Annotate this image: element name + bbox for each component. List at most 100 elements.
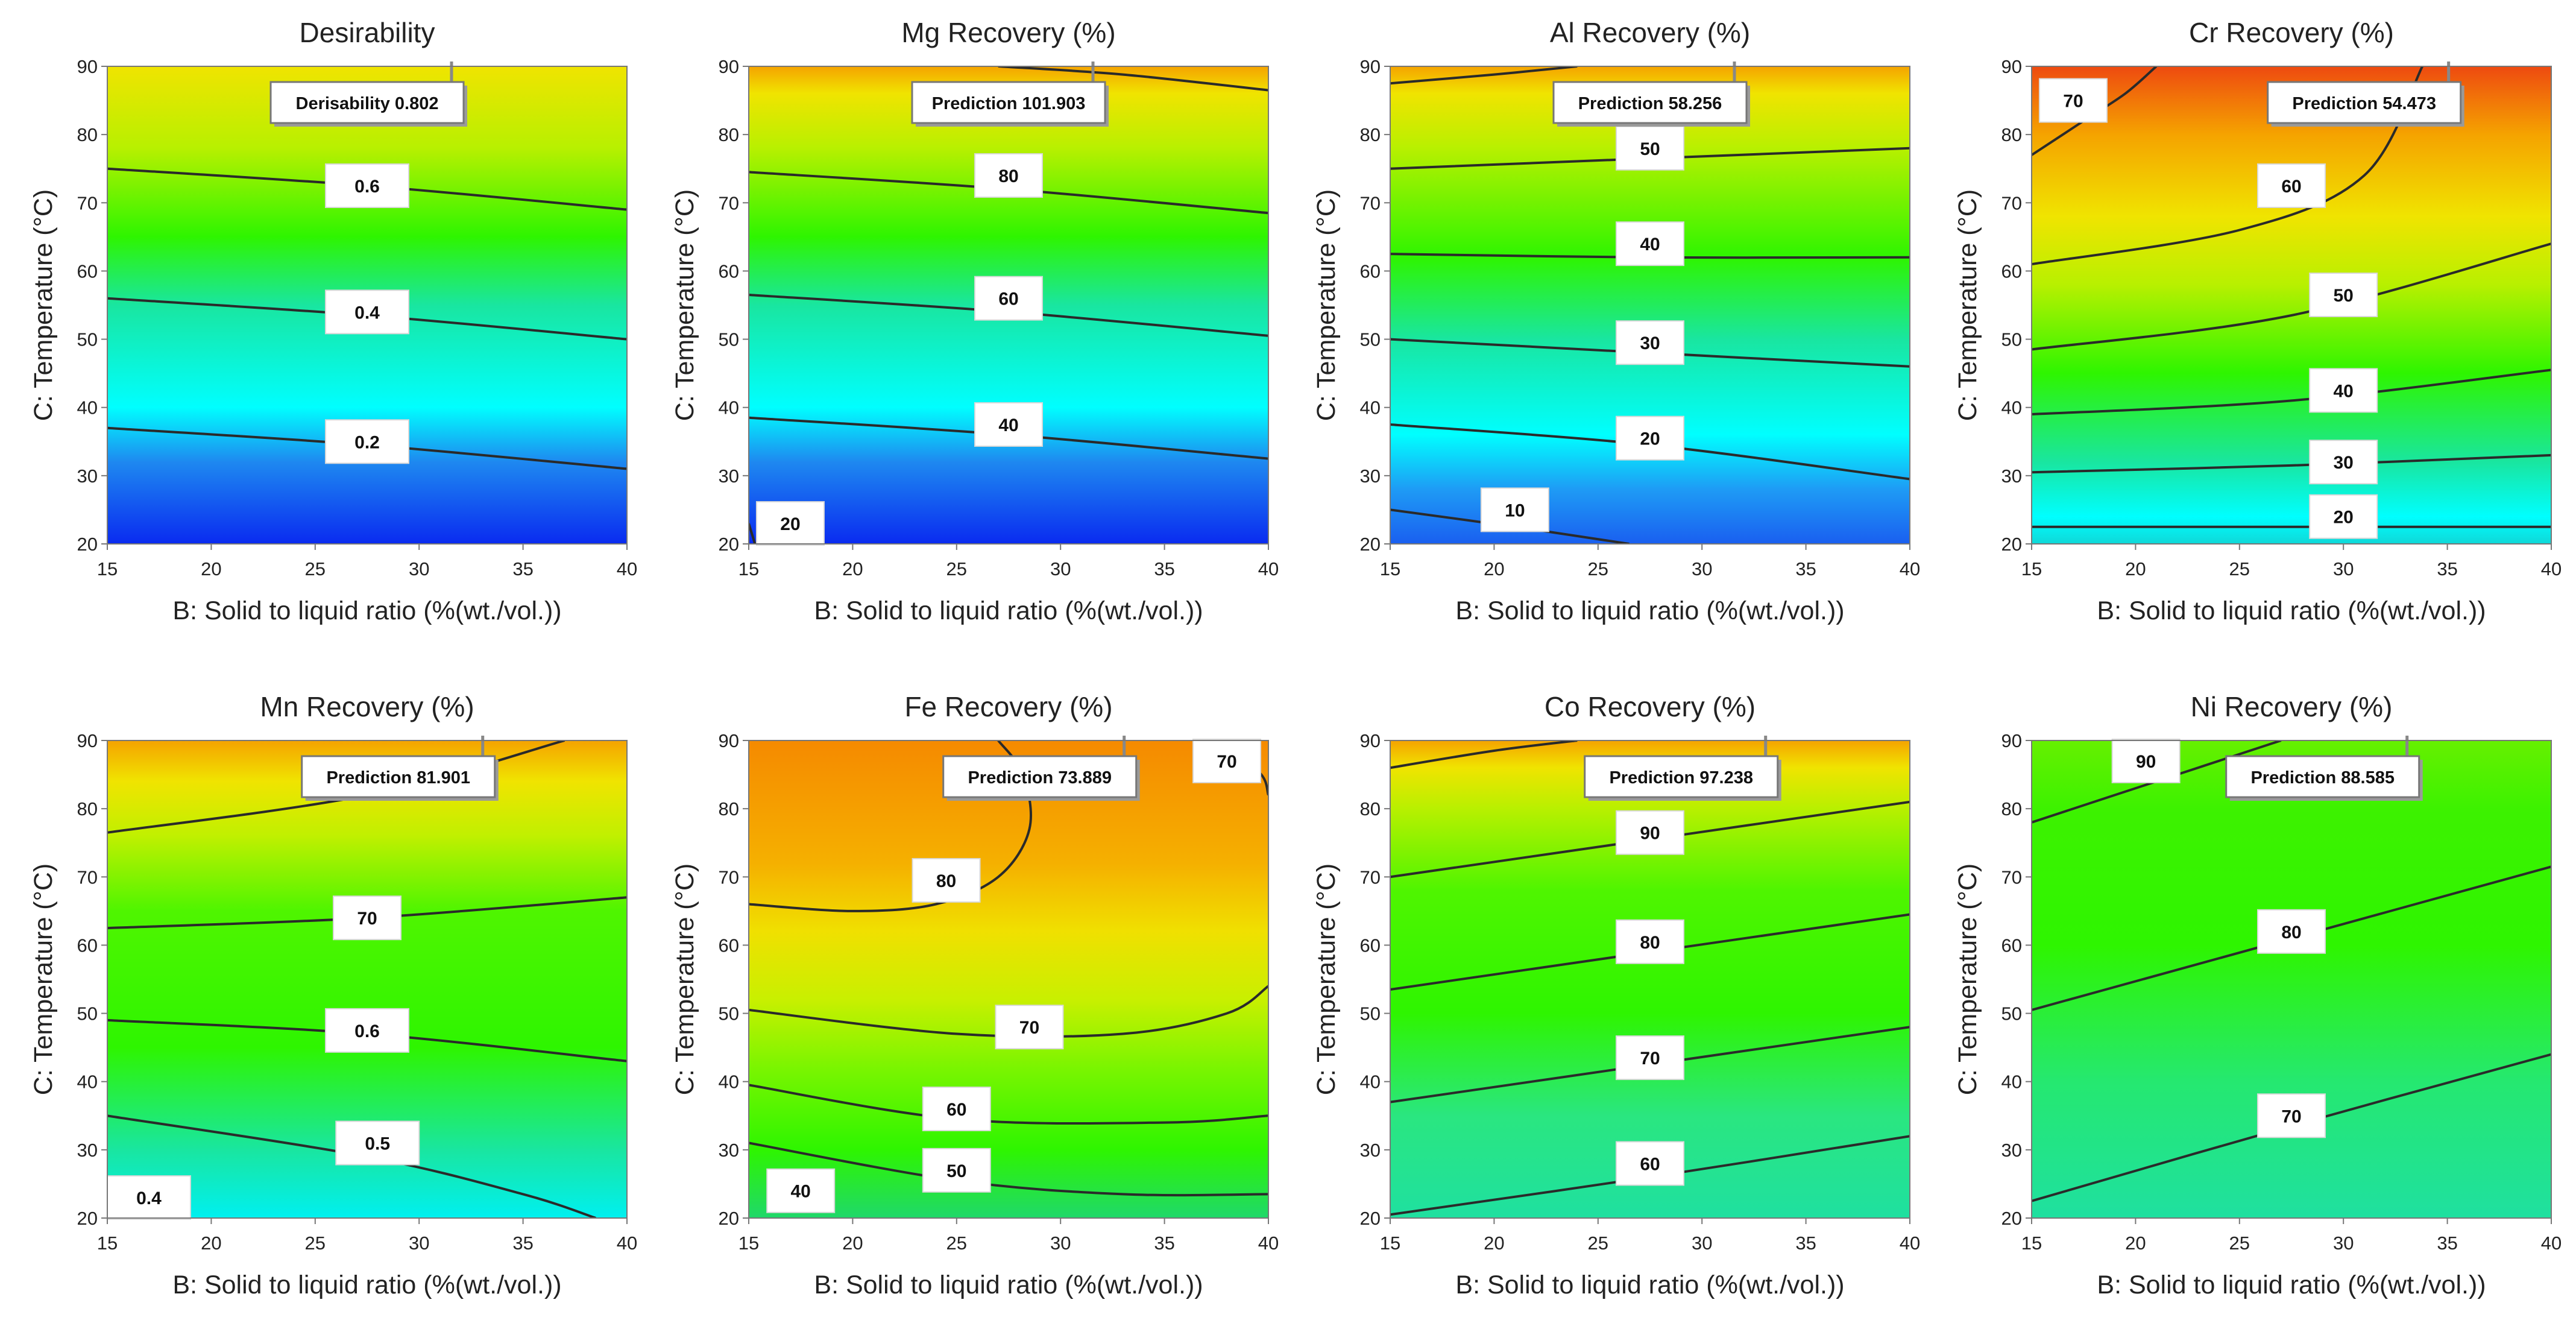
prediction-text: Prediction 81.901 xyxy=(326,768,470,788)
plot-frame xyxy=(748,66,1269,545)
contour-label-20: 20 xyxy=(780,514,800,534)
y-tick-label: 60 xyxy=(2001,935,2022,956)
y-tick-label: 20 xyxy=(2001,1208,2022,1229)
contour-line-unlabeled xyxy=(1390,66,1578,85)
y-axis-label: C: Temperature (°C) xyxy=(1953,189,1982,421)
contour-line-70 xyxy=(749,985,1268,1038)
x-tick-label: 30 xyxy=(1050,558,1071,579)
contour-label-30-box xyxy=(1616,320,1684,365)
x-tick-label: 30 xyxy=(1692,558,1712,579)
plot-frame xyxy=(107,740,628,1219)
prediction-label: Prediction xyxy=(2250,768,2341,788)
y-tick-label: 40 xyxy=(2001,397,2022,418)
x-tick-label: 30 xyxy=(409,1233,429,1254)
y-tick-label: 90 xyxy=(77,56,98,77)
y-tick-label: 90 xyxy=(719,730,739,751)
contour-label-10-box xyxy=(1480,487,1549,532)
x-tick-label: 25 xyxy=(2229,558,2250,579)
contour-label-0.5: 0.5 xyxy=(365,1134,390,1154)
contour-label-40: 40 xyxy=(2334,381,2354,401)
prediction-value: 0.802 xyxy=(395,94,439,113)
y-tick-label: 80 xyxy=(2001,798,2022,819)
x-tick-label: 40 xyxy=(1258,558,1279,579)
y-tick-label: 30 xyxy=(2001,466,2022,487)
prediction-value: 101.903 xyxy=(1022,94,1086,113)
plot-frame xyxy=(1390,740,1910,1219)
x-tick-label: 20 xyxy=(201,558,221,579)
y-tick-label: 30 xyxy=(719,466,739,487)
x-tick-label: 40 xyxy=(617,558,637,579)
contour-line-30 xyxy=(2032,453,2551,474)
x-tick-label: 20 xyxy=(2125,558,2146,579)
prediction-value: 73.889 xyxy=(1058,768,1112,788)
y-tick-label: 20 xyxy=(77,1208,98,1229)
x-tick-label: 25 xyxy=(1588,558,1608,579)
x-axis-label: B: Solid to liquid ratio (%(wt./vol.)) xyxy=(1455,1271,1844,1299)
x-tick-label: 40 xyxy=(1258,1233,1279,1254)
y-tick-label: 30 xyxy=(1360,1140,1381,1161)
contour-line-50 xyxy=(749,1141,1268,1197)
prediction-text: Derisability 0.802 xyxy=(296,94,439,113)
y-tick-label: 70 xyxy=(719,867,739,888)
contour-label-0.4: 0.4 xyxy=(354,303,380,323)
x-tick-label: 15 xyxy=(97,558,118,579)
contour-line-unlabeled xyxy=(998,66,1268,92)
y-tick-label: 30 xyxy=(77,1140,98,1161)
y-tick-label: 20 xyxy=(719,1208,739,1229)
contour-label-70-box xyxy=(2038,78,2108,123)
y-tick-label: 80 xyxy=(1360,124,1381,145)
contour-label-80: 80 xyxy=(936,871,956,891)
y-tick-label: 40 xyxy=(77,397,98,418)
y-tick-label: 70 xyxy=(719,192,739,213)
contour-label-90-box xyxy=(1616,810,1684,855)
x-tick-label: 25 xyxy=(2229,1233,2250,1254)
prediction-flag xyxy=(269,81,465,124)
x-tick-label: 20 xyxy=(1484,558,1504,579)
y-tick-label: 20 xyxy=(77,534,98,555)
prediction-value: 54.473 xyxy=(2382,94,2436,113)
x-tick-label: 15 xyxy=(2021,1233,2042,1254)
contour-label-70: 70 xyxy=(2063,92,2083,112)
y-tick-label: 50 xyxy=(719,1003,739,1024)
contour-label-60-box xyxy=(1616,1141,1684,1186)
prediction-text: Prediction 58.256 xyxy=(1578,94,1722,113)
contour-label-40: 40 xyxy=(998,415,1018,435)
contour-label-30: 30 xyxy=(2334,453,2354,473)
y-tick-label: 60 xyxy=(719,260,739,282)
x-tick-label: 40 xyxy=(617,1233,637,1254)
y-tick-label: 60 xyxy=(719,935,739,956)
y-tick-label: 20 xyxy=(1360,1208,1381,1229)
contour-label-0.5-box xyxy=(335,1120,420,1166)
contour-label-50-box xyxy=(2309,273,2378,318)
chart-panel-3: 50 40 30 20 10 Prediction 58.256 15 20 25 30 35 40 2… xyxy=(1312,17,1920,625)
prediction-label: Prediction xyxy=(968,768,1058,788)
y-tick-label: 70 xyxy=(77,867,98,888)
contour-label-70-box xyxy=(1616,1035,1684,1081)
contour-label-20: 20 xyxy=(2334,508,2354,528)
contour-label-70-box xyxy=(995,1005,1064,1050)
prediction-value: 88.585 xyxy=(2341,768,2395,788)
y-tick-label: 70 xyxy=(1360,192,1381,213)
contour-label-0.6-box xyxy=(325,163,409,208)
chart-title: Ni Recovery (%) xyxy=(2191,691,2393,722)
chart-title: Desirability xyxy=(300,17,435,48)
y-tick-label: 60 xyxy=(1360,260,1381,282)
x-tick-label: 40 xyxy=(2541,558,2562,579)
y-tick-label: 30 xyxy=(1360,466,1381,487)
prediction-text: Prediction 88.585 xyxy=(2250,768,2395,788)
contour-label-20-box xyxy=(755,501,825,546)
contour-label-70: 70 xyxy=(357,909,377,929)
x-axis-label: B: Solid to liquid ratio (%(wt./vol.)) xyxy=(172,1271,561,1299)
y-tick-label: 20 xyxy=(719,534,739,555)
plot-frame xyxy=(2031,66,2552,545)
y-tick-label: 30 xyxy=(77,466,98,487)
x-tick-label: 25 xyxy=(305,1233,326,1254)
chart-title: Mn Recovery (%) xyxy=(260,691,474,722)
contour-label-40-box xyxy=(974,402,1043,447)
x-tick-label: 30 xyxy=(1692,1233,1712,1254)
contour-label-70-box xyxy=(2257,1093,2326,1138)
contour-label-30-box xyxy=(2309,440,2378,485)
y-tick-label: 80 xyxy=(1360,798,1381,819)
prediction-value: 81.901 xyxy=(417,768,470,788)
y-tick-label: 50 xyxy=(77,1003,98,1024)
